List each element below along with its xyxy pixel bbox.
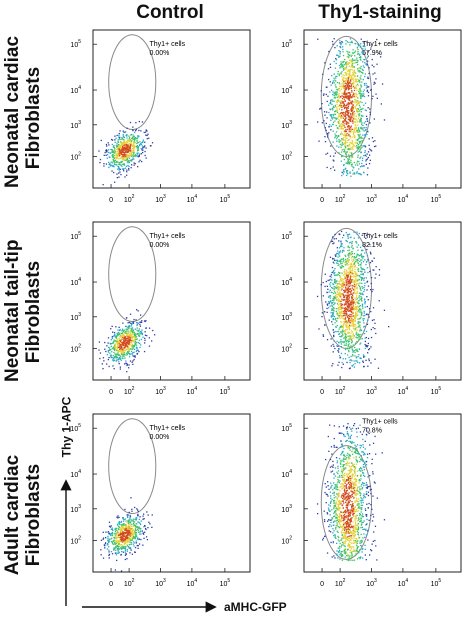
x-tick-label: 105: [431, 386, 442, 396]
y-tick-label: 105: [70, 231, 81, 241]
y-tick-label: 102: [70, 343, 81, 353]
event-cloud: [316, 230, 390, 370]
gate-percent: 70.8%: [362, 427, 382, 434]
gate-label: Thy1+ cells: [150, 41, 186, 48]
panel-frame: [303, 413, 462, 573]
scatter-panel: 102 103 104 105 0 102 103 104 105 Thy1+ cells 82.1…: [281, 221, 462, 396]
gate-ellipse: [108, 418, 157, 515]
scatter-panel: 102 103 104 105 0 102 103 104 105 Thy1+ cells 70.8…: [281, 413, 462, 588]
x-tick-label: 0: [320, 581, 324, 588]
x-tick-label: 0: [109, 197, 113, 204]
x-tick-label: 0: [109, 581, 113, 588]
x-tick-label: 0: [109, 389, 113, 396]
x-tick-label: 104: [187, 194, 198, 204]
x-tick-label: 102: [124, 386, 135, 396]
gate-label: Thy1+ cells: [362, 233, 398, 240]
panel-frame: [92, 413, 251, 573]
y-tick-label: 102: [281, 535, 292, 545]
y-tick-label: 104: [70, 469, 81, 479]
y-tick-label: 105: [281, 231, 292, 241]
x-tick-label: 104: [398, 194, 409, 204]
x-tick-label: 0: [320, 197, 324, 204]
x-tick-label: 103: [366, 578, 377, 588]
y-tick-label: 105: [281, 423, 292, 433]
y-tick-label: 103: [70, 120, 81, 130]
x-tick-label: 102: [124, 194, 135, 204]
y-tick-label: 103: [70, 312, 81, 322]
x-tick-label: 105: [431, 578, 442, 588]
x-tick-label: 105: [431, 194, 442, 204]
gate-percent: 0.00%: [150, 434, 170, 441]
gate-percent: 82.1%: [362, 242, 382, 249]
gate-ellipse: [108, 226, 157, 323]
scatter-panel: 102 103 104 105 0 102 103 104 105 Thy1+ cells 67.9…: [281, 29, 462, 204]
panel-frame: [92, 29, 251, 189]
x-tick-label: 103: [366, 386, 377, 396]
y-tick-label: 102: [70, 535, 81, 545]
event-cloud: [98, 309, 156, 373]
x-tick-label: 0: [320, 389, 324, 396]
y-tick-label: 104: [70, 277, 81, 287]
x-tick-label: 105: [220, 194, 231, 204]
y-tick-label: 103: [281, 312, 292, 322]
x-axis-label: aMHC-GFP: [224, 600, 287, 614]
column-header-thy1-staining: Thy1-staining: [318, 2, 442, 23]
y-tick-label: 102: [70, 151, 81, 161]
x-tick-label: 104: [398, 578, 409, 588]
y-tick-label: 103: [70, 504, 81, 514]
gate-percent: 67.9%: [362, 50, 382, 57]
x-tick-label: 104: [398, 386, 409, 396]
panel-frame: [303, 221, 462, 381]
y-tick-label: 105: [70, 39, 81, 49]
x-tick-label: 102: [124, 578, 135, 588]
scatter-panel: 102 103 104 105 0 102 103 104 105 Thy1+ cells 0.00…: [70, 221, 251, 396]
x-tick-label: 104: [187, 386, 198, 396]
event-cloud: [316, 423, 386, 562]
x-tick-label: 102: [335, 578, 346, 588]
gate-label: Thy1+ cells: [362, 41, 398, 48]
y-tick-label: 102: [281, 151, 292, 161]
gate-label: Thy1+ cells: [150, 425, 186, 432]
gate-ellipse: [320, 35, 373, 157]
event-cloud: [100, 497, 153, 572]
event-cloud: [98, 120, 154, 186]
y-tick-label: 104: [281, 469, 292, 479]
gate-label: Thy1+ cells: [150, 233, 186, 240]
scatter-panel: 102 103 104 105 0 102 103 104 105 Thy1+ cells 0.00…: [70, 413, 251, 588]
scatter-panel: 102 103 104 105 0 102 103 104 105 Thy1+ cells 0.00…: [70, 29, 251, 204]
y-tick-label: 102: [281, 343, 292, 353]
x-tick-label: 102: [335, 386, 346, 396]
y-tick-label: 105: [70, 423, 81, 433]
y-tick-label: 103: [281, 120, 292, 130]
y-tick-label: 104: [70, 85, 81, 95]
gate-label: Thy1+ cells: [362, 418, 398, 425]
x-tick-label: 105: [220, 578, 231, 588]
x-tick-label: 103: [155, 194, 166, 204]
x-tick-label: 102: [335, 194, 346, 204]
panel-frame: [303, 29, 462, 189]
y-tick-label: 104: [281, 277, 292, 287]
y-tick-label: 103: [281, 504, 292, 514]
column-header-control: Control: [136, 2, 204, 23]
x-tick-label: 104: [187, 578, 198, 588]
event-cloud: [317, 38, 386, 177]
x-tick-label: 103: [366, 194, 377, 204]
x-tick-label: 103: [155, 386, 166, 396]
gate-percent: 0.00%: [150, 50, 170, 57]
gate-percent: 0.00%: [150, 242, 170, 249]
panel-frame: [92, 221, 251, 381]
x-tick-label: 105: [220, 386, 231, 396]
x-tick-label: 103: [155, 578, 166, 588]
y-tick-label: 104: [281, 85, 292, 95]
y-tick-label: 105: [281, 39, 292, 49]
